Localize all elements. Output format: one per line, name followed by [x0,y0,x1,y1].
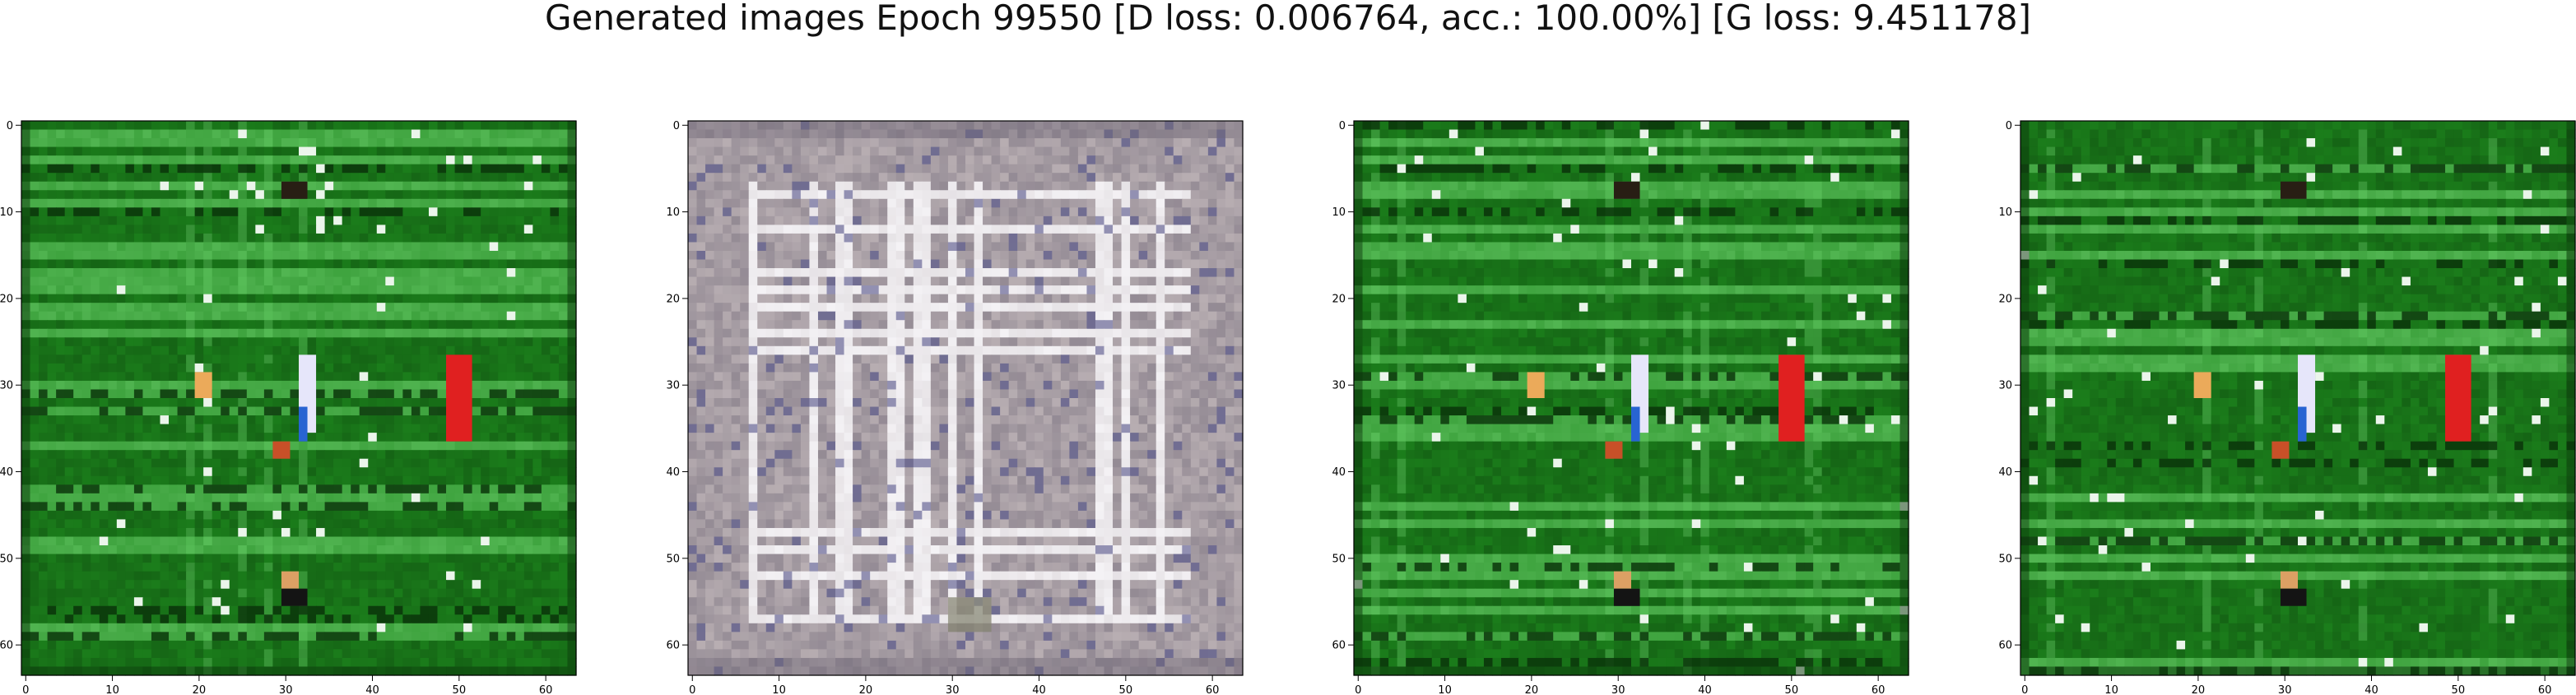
image-feature [299,406,308,442]
y-tick-label: 50 [0,553,13,565]
image-panel-4: 0 10 20 30 40 50 60 0 10 20 30 40 50 60 [1998,120,2576,695]
y-tick-label: 60 [1332,640,1346,652]
y-tick-label: 30 [0,380,13,392]
image-feature [1613,588,1640,606]
image-feature [2280,571,2298,589]
image-feature [2280,181,2307,199]
image-feature [1779,354,1805,442]
image-feature [2271,441,2290,459]
x-tick-label: 10 [105,684,119,695]
x-tick-label: 40 [1698,684,1712,695]
x-tick-label: 0 [689,684,695,695]
y-tick-label: 50 [666,553,680,565]
image-feature [1527,372,1545,398]
y-tick-label: 0 [1339,120,1346,132]
y-tick-label: 0 [673,120,680,132]
y-tick-label: 40 [666,466,680,479]
x-tick-label: 20 [859,684,873,695]
generated-image [21,121,577,676]
axes-frame [687,120,1244,676]
axes-frame [21,120,577,676]
y-tick-label: 20 [666,293,680,305]
x-tick-label: 30 [1611,684,1625,695]
x-tick-label: 0 [2021,684,2028,695]
image-panel-1: 0 10 20 30 40 50 60 0 10 20 30 40 50 60 [0,120,577,695]
x-tick-label: 30 [2278,684,2292,695]
generated-image [2020,121,2576,676]
image-feature [281,588,308,606]
image-feature [2193,372,2211,398]
y-tick-label: 30 [666,380,680,392]
x-tick-label: 20 [193,684,207,695]
image-feature [1631,406,1640,442]
image-feature [281,571,299,589]
y-tick-label: 20 [1332,293,1346,305]
y-tick-label: 30 [1332,380,1346,392]
x-tick-label: 50 [2452,684,2466,695]
axes-frame [1353,120,1909,676]
y-tick-label: 10 [0,206,13,219]
y-tick-label: 50 [1332,553,1346,565]
x-tick-label: 20 [2192,684,2206,695]
image-panel-2: 0 10 20 30 40 50 60 0 10 20 30 40 50 60 [666,120,1244,695]
y-tick-label: 40 [1998,466,2012,479]
image-feature [446,354,472,442]
image-feature [281,181,308,199]
y-tick-label: 10 [1998,206,2012,219]
y-tick-label: 40 [0,466,13,479]
x-tick-label: 60 [2538,684,2552,695]
x-tick-label: 60 [1206,684,1220,695]
image-feature [1613,571,1631,589]
y-tick-label: 30 [1998,380,2012,392]
y-tick-label: 40 [1332,466,1346,479]
x-tick-label: 10 [772,684,786,695]
x-tick-label: 40 [1032,684,1046,695]
y-tick-label: 0 [2006,120,2012,132]
image-feature [272,441,291,459]
image-feature [2445,354,2471,442]
y-tick-label: 60 [1998,640,2012,652]
generated-image [1354,121,1909,676]
generated-image [688,121,1244,676]
x-tick-label: 30 [279,684,293,695]
y-tick-label: 0 [7,120,13,132]
y-tick-label: 60 [666,640,680,652]
x-tick-label: 10 [2104,684,2118,695]
image-feature [194,372,212,398]
x-tick-label: 10 [1438,684,1452,695]
x-tick-label: 50 [453,684,467,695]
y-tick-label: 60 [0,640,13,652]
x-tick-label: 40 [365,684,379,695]
x-tick-label: 60 [539,684,553,695]
figure-title: Generated images Epoch 99550 [D loss: 0.… [544,0,2032,38]
axes-frame [2020,120,2576,676]
x-tick-label: 30 [946,684,960,695]
x-tick-label: 20 [1525,684,1539,695]
image-feature [1605,441,1623,459]
y-tick-label: 10 [666,206,680,219]
image-feature [2298,406,2307,442]
image-panel-3: 0 10 20 30 40 50 60 0 10 20 30 40 50 60 [1332,120,1909,695]
image-feature [947,597,992,632]
image-feature [1613,181,1640,199]
y-tick-label: 20 [1998,293,2012,305]
x-tick-label: 0 [1355,684,1361,695]
image-feature [2280,588,2307,606]
y-tick-label: 50 [1998,553,2012,565]
x-tick-label: 60 [1872,684,1886,695]
y-tick-label: 20 [0,293,13,305]
x-tick-label: 50 [1785,684,1799,695]
x-tick-label: 0 [22,684,29,695]
x-tick-label: 50 [1119,684,1133,695]
x-tick-label: 40 [2364,684,2378,695]
y-tick-label: 10 [1332,206,1346,219]
